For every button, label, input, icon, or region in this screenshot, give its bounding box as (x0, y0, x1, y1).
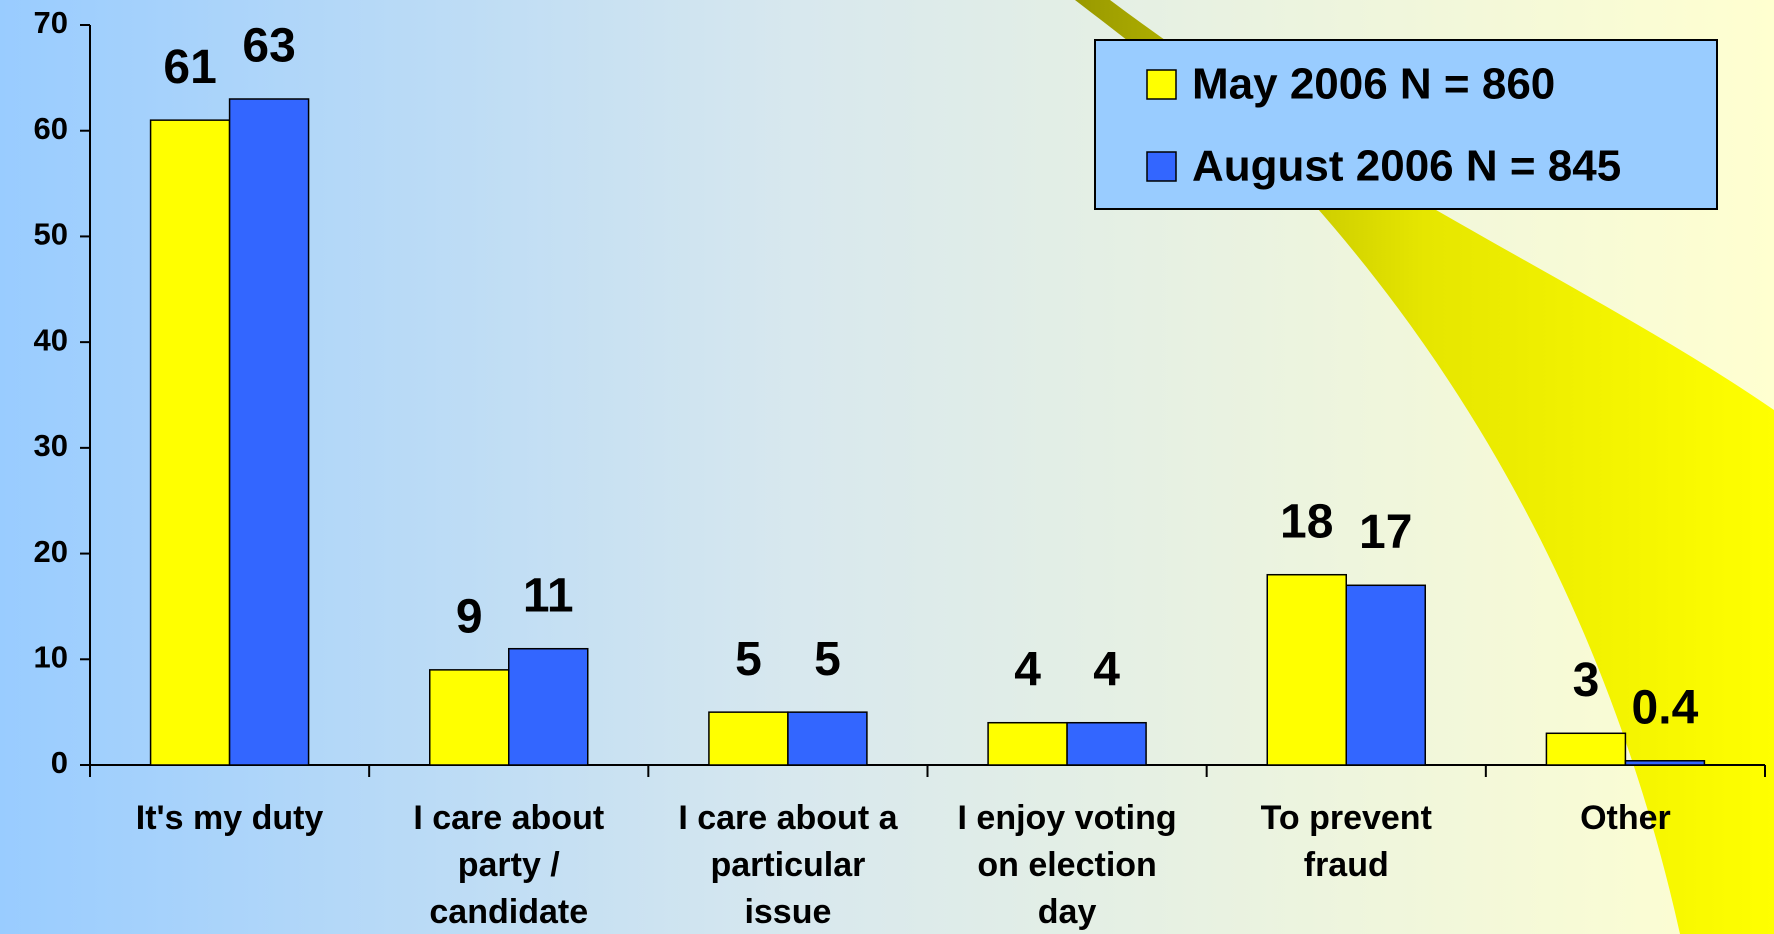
bar (429, 669, 510, 766)
legend-swatch (1146, 151, 1177, 182)
x-tick-label: Other (1580, 799, 1671, 837)
x-tick-label: I care about a particular issue (678, 799, 898, 931)
value-label: 4 (1093, 643, 1120, 696)
bar (1345, 584, 1426, 766)
x-tick-label: To prevent fraud (1261, 799, 1432, 884)
bar (708, 711, 789, 766)
y-tick-label: 30 (34, 428, 68, 463)
bar (149, 119, 231, 766)
value-label: 63 (242, 20, 295, 73)
y-tick-label: 0 (51, 745, 68, 780)
x-tick-label: I enjoy voting on election day (958, 799, 1177, 931)
y-tick-label: 40 (34, 322, 68, 357)
decorative-swoosh (1075, 0, 1774, 934)
y-tick-label: 20 (34, 534, 68, 569)
value-label: 17 (1359, 506, 1412, 559)
value-label: 5 (814, 633, 841, 686)
value-label: 9 (456, 591, 483, 644)
legend-swatch (1146, 69, 1177, 100)
x-tick-label: I care about party / candidate (413, 799, 604, 931)
bar (1066, 721, 1147, 766)
y-tick-label: 70 (34, 5, 68, 40)
y-tick-label: 60 (34, 111, 68, 146)
value-label: 18 (1280, 495, 1333, 548)
value-label: 61 (163, 41, 216, 94)
bar (987, 721, 1068, 766)
legend-label: May 2006 N = 860 (1192, 60, 1555, 109)
x-tick-label: It's my duty (136, 799, 324, 837)
bar (1624, 760, 1706, 766)
bar (508, 647, 589, 766)
y-tick-label: 50 (34, 217, 68, 252)
value-label: 5 (735, 633, 762, 686)
legend-label: August 2006 N = 845 (1192, 142, 1621, 191)
bar (228, 98, 310, 766)
value-label: 0.4 (1632, 681, 1699, 734)
value-label: 3 (1573, 654, 1600, 707)
bar (1266, 573, 1347, 766)
legend-box (1094, 39, 1718, 210)
bar (1545, 732, 1627, 766)
value-label: 11 (523, 569, 574, 622)
bar (787, 711, 868, 766)
y-tick-label: 10 (34, 639, 68, 674)
value-label: 4 (1014, 643, 1041, 696)
